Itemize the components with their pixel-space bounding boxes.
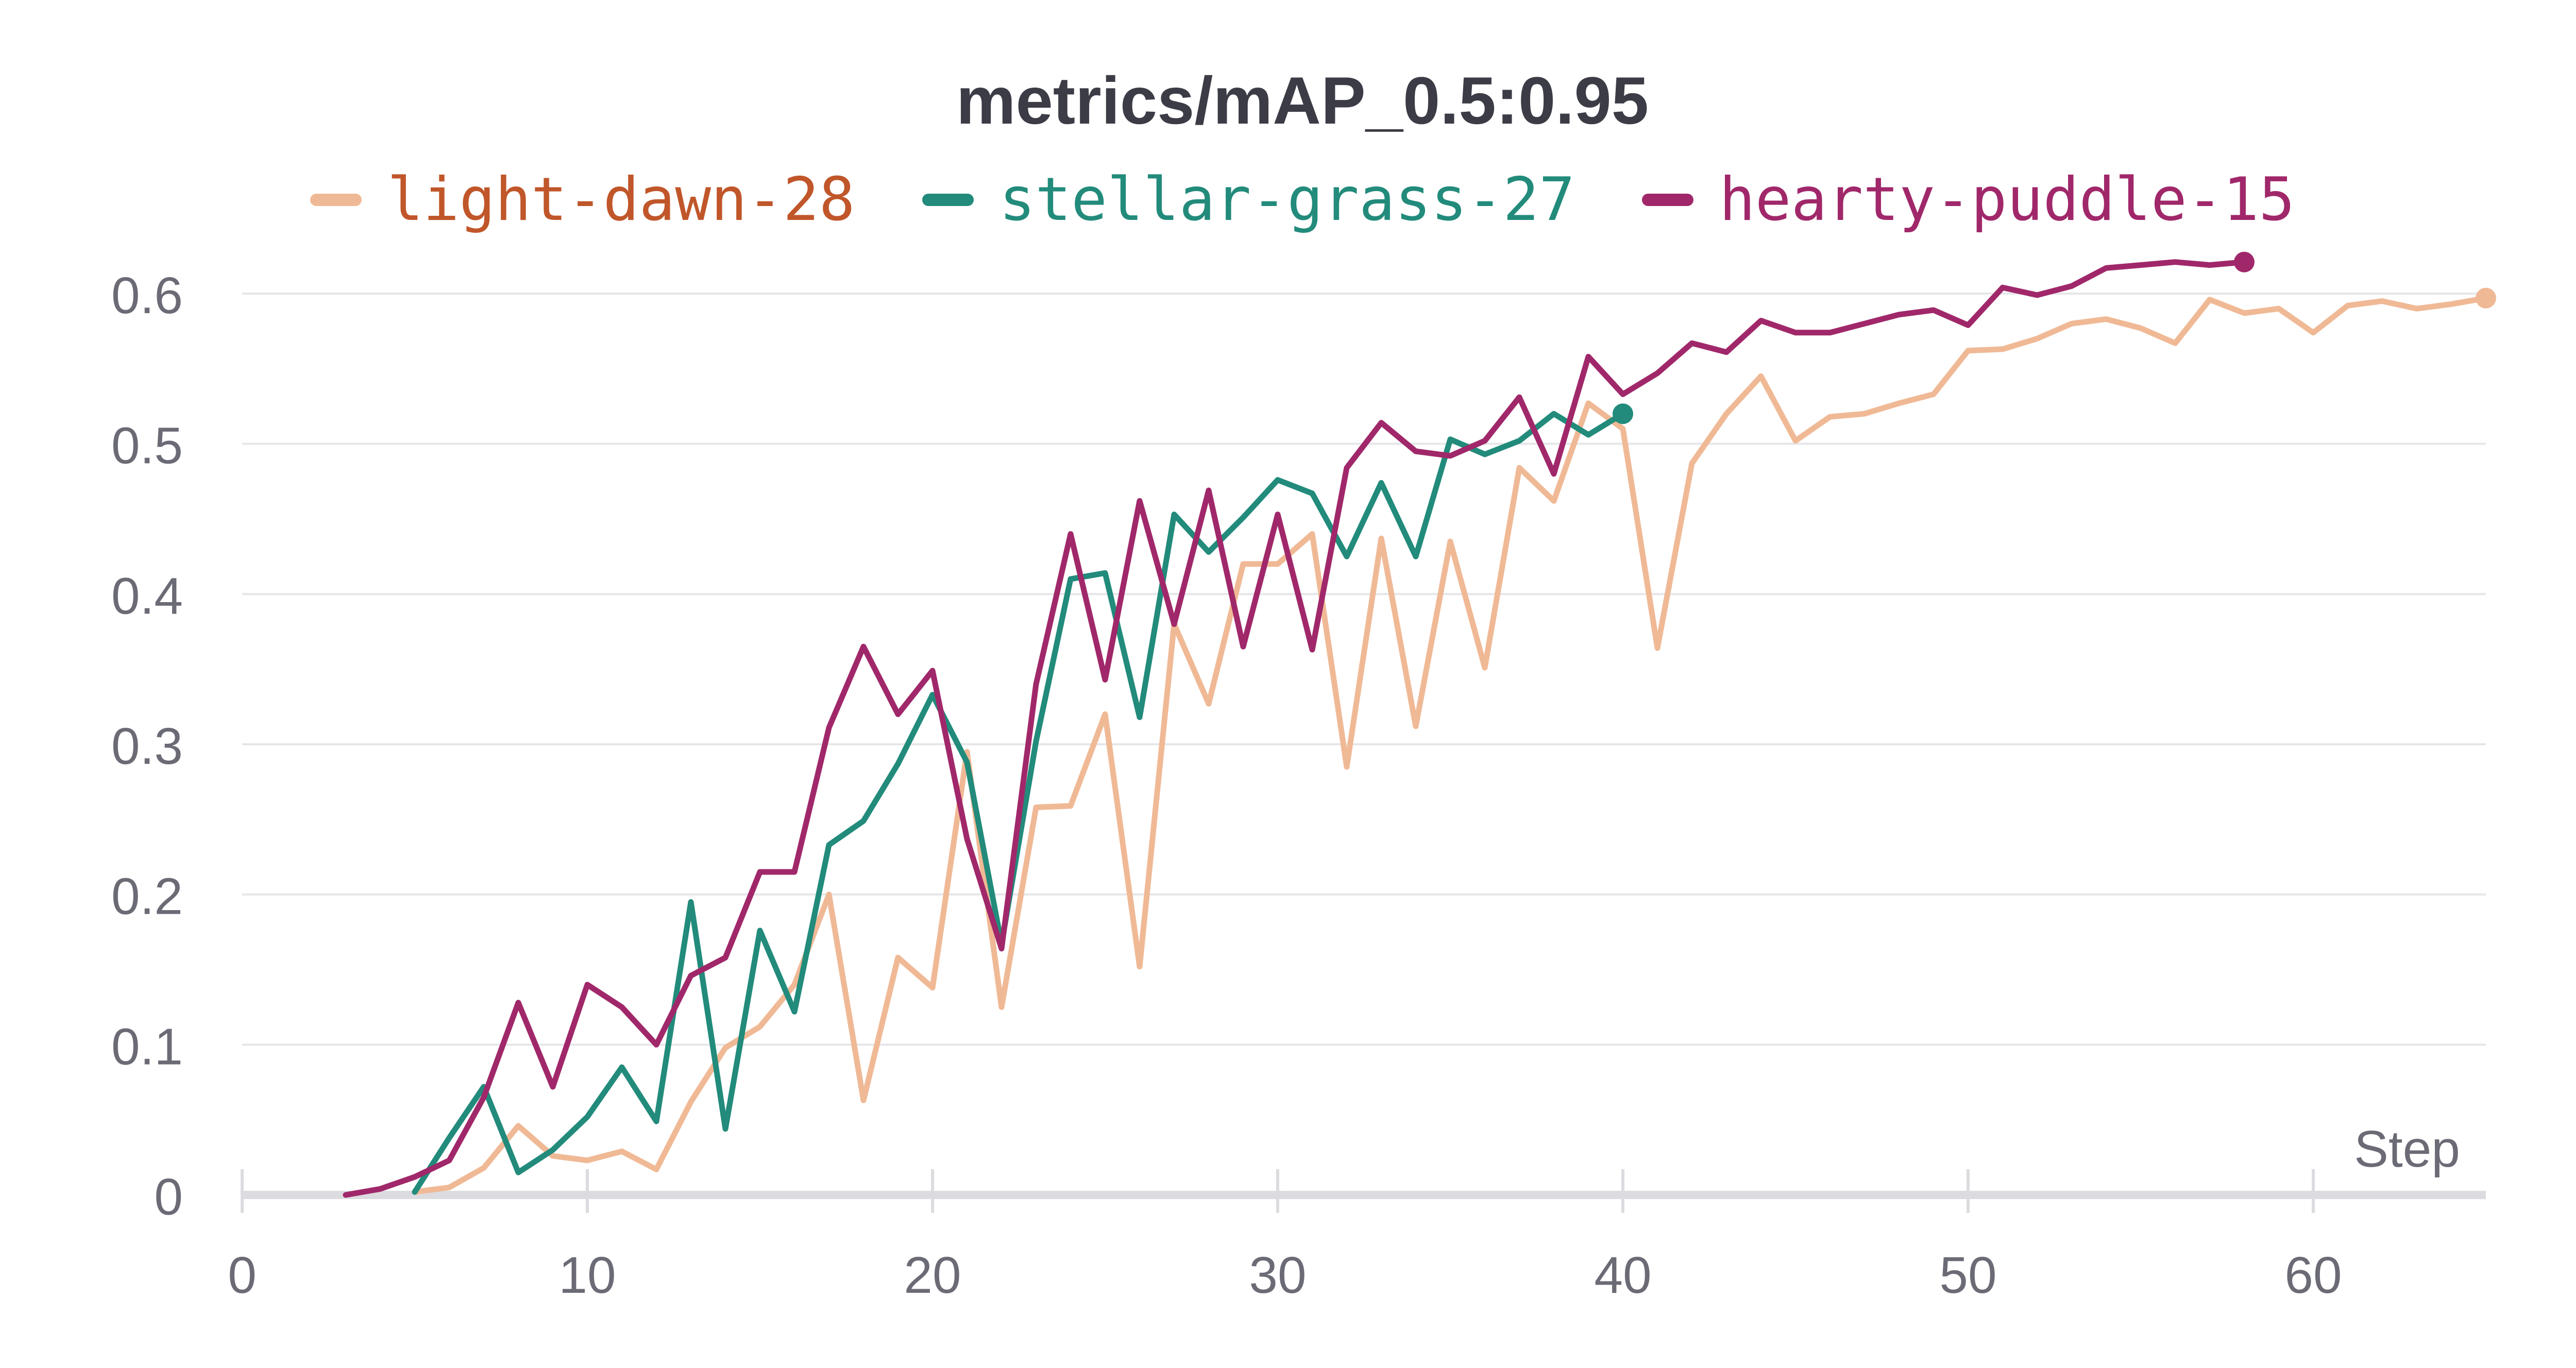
legend-swatch-stellar-grass-27 (922, 193, 974, 206)
x-tick-label: 40 (1594, 1246, 1651, 1304)
x-tick-label: 20 (904, 1246, 961, 1304)
x-axis-label: Step (2354, 1120, 2460, 1178)
x-tick-label: 60 (2284, 1246, 2342, 1304)
legend-item-light-dawn-28[interactable]: light-dawn-28 (310, 165, 855, 234)
y-tick-label: 0.1 (111, 1018, 183, 1075)
legend-item-stellar-grass-27[interactable]: stellar-grass-27 (922, 165, 1575, 234)
x-tick-label: 50 (1939, 1246, 1996, 1304)
series-endpoint-stellar-grass-27 (1613, 403, 1633, 424)
legend-label-hearty-puddle-15: hearty-puddle-15 (1719, 165, 2295, 234)
chart-legend: light-dawn-28 stellar-grass-27 hearty-pu… (0, 165, 2576, 234)
y-tick-label: 0 (154, 1168, 183, 1226)
series-endpoint-light-dawn-28 (2476, 287, 2496, 309)
legend-swatch-light-dawn-28 (310, 193, 362, 206)
y-tick-label: 0.6 (111, 267, 183, 324)
legend-label-stellar-grass-27: stellar-grass-27 (999, 165, 1575, 234)
legend-item-hearty-puddle-15[interactable]: hearty-puddle-15 (1641, 165, 2295, 234)
series-line-light-dawn-28 (412, 295, 2489, 1195)
x-tick-label: 0 (228, 1246, 257, 1304)
series-line-hearty-puddle-15 (343, 259, 2247, 1198)
legend-swatch-hearty-puddle-15 (1641, 193, 1693, 206)
series-line-stellar-grass-27 (412, 411, 1626, 1195)
y-tick-label: 0.3 (111, 717, 183, 775)
y-tick-label: 0.4 (111, 567, 183, 625)
y-tick-label: 0.5 (111, 417, 183, 475)
chart-title: metrics/mAP_0.5:0.95 (956, 63, 1649, 138)
legend-label-light-dawn-28: light-dawn-28 (387, 165, 855, 234)
x-tick-label: 10 (558, 1246, 616, 1304)
y-tick-label: 0.2 (111, 868, 183, 926)
x-tick-label: 30 (1249, 1246, 1306, 1304)
series-endpoint-hearty-puddle-15 (2234, 251, 2255, 272)
